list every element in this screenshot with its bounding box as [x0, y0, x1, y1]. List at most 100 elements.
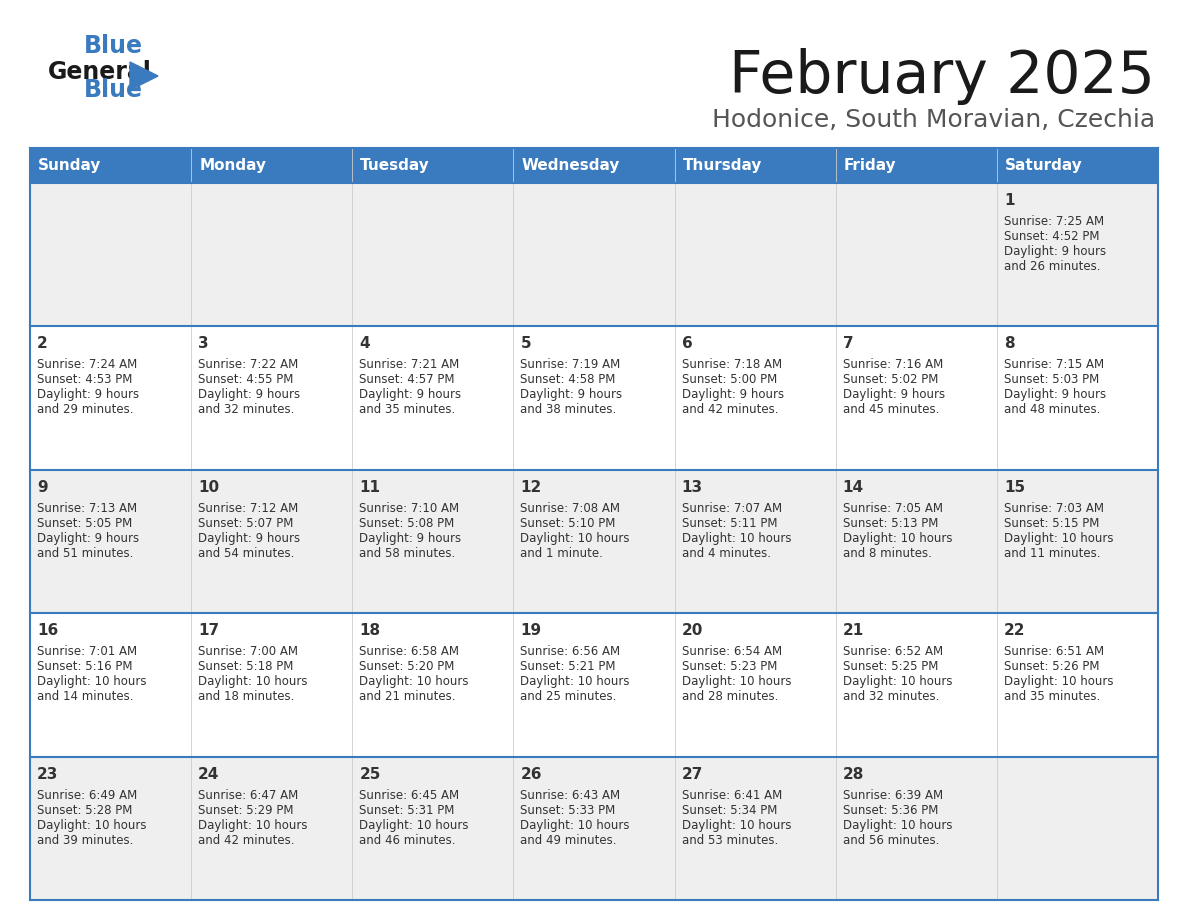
- Text: Sunrise: 7:15 AM: Sunrise: 7:15 AM: [1004, 358, 1104, 372]
- Text: Sunset: 5:10 PM: Sunset: 5:10 PM: [520, 517, 615, 530]
- Text: Daylight: 9 hours: Daylight: 9 hours: [37, 388, 139, 401]
- Bar: [835, 327, 997, 470]
- Text: 19: 19: [520, 623, 542, 638]
- Text: and 42 minutes.: and 42 minutes.: [198, 834, 295, 846]
- Bar: [675, 327, 835, 470]
- Text: 21: 21: [842, 623, 864, 638]
- Text: Daylight: 10 hours: Daylight: 10 hours: [682, 819, 791, 832]
- Text: Sunrise: 7:21 AM: Sunrise: 7:21 AM: [359, 358, 460, 372]
- Text: 18: 18: [359, 623, 380, 638]
- Text: Daylight: 9 hours: Daylight: 9 hours: [520, 388, 623, 401]
- Text: 6: 6: [682, 336, 693, 352]
- Text: 9: 9: [37, 480, 48, 495]
- Text: 11: 11: [359, 480, 380, 495]
- Text: Sunset: 5:15 PM: Sunset: 5:15 PM: [1004, 517, 1099, 530]
- Bar: [675, 613, 835, 756]
- Text: Daylight: 10 hours: Daylight: 10 hours: [359, 819, 469, 832]
- Text: 16: 16: [37, 623, 58, 638]
- Text: Sunrise: 6:58 AM: Sunrise: 6:58 AM: [359, 645, 460, 658]
- Text: 14: 14: [842, 480, 864, 495]
- Text: Friday: Friday: [843, 158, 896, 173]
- Text: 10: 10: [198, 480, 220, 495]
- Text: and 46 minutes.: and 46 minutes.: [359, 834, 456, 846]
- Text: and 32 minutes.: and 32 minutes.: [842, 690, 939, 703]
- Bar: [835, 183, 997, 327]
- Text: 22: 22: [1004, 623, 1025, 638]
- Text: 5: 5: [520, 336, 531, 352]
- Polygon shape: [129, 62, 158, 90]
- Text: Blue: Blue: [84, 34, 143, 58]
- Text: Sunrise: 6:45 AM: Sunrise: 6:45 AM: [359, 789, 460, 801]
- Text: Sunrise: 7:19 AM: Sunrise: 7:19 AM: [520, 358, 620, 372]
- Bar: [675, 183, 835, 327]
- Bar: [30, 756, 191, 900]
- Text: Daylight: 10 hours: Daylight: 10 hours: [1004, 532, 1113, 544]
- Text: Daylight: 9 hours: Daylight: 9 hours: [1004, 388, 1106, 401]
- Text: Sunrise: 7:25 AM: Sunrise: 7:25 AM: [1004, 215, 1104, 228]
- Text: Sunset: 5:05 PM: Sunset: 5:05 PM: [37, 517, 132, 530]
- Text: Daylight: 9 hours: Daylight: 9 hours: [198, 388, 301, 401]
- Text: Sunrise: 6:49 AM: Sunrise: 6:49 AM: [37, 789, 138, 801]
- Text: Daylight: 9 hours: Daylight: 9 hours: [682, 388, 784, 401]
- Text: Sunset: 5:34 PM: Sunset: 5:34 PM: [682, 803, 777, 817]
- Text: Sunset: 5:18 PM: Sunset: 5:18 PM: [198, 660, 293, 673]
- Text: 26: 26: [520, 767, 542, 781]
- Text: and 14 minutes.: and 14 minutes.: [37, 690, 133, 703]
- Bar: [835, 756, 997, 900]
- Text: and 1 minute.: and 1 minute.: [520, 547, 604, 560]
- Text: Sunrise: 7:10 AM: Sunrise: 7:10 AM: [359, 502, 460, 515]
- Text: February 2025: February 2025: [729, 48, 1155, 105]
- Text: Sunrise: 6:41 AM: Sunrise: 6:41 AM: [682, 789, 782, 801]
- Bar: [835, 613, 997, 756]
- Text: Sunset: 4:57 PM: Sunset: 4:57 PM: [359, 374, 455, 386]
- Text: Sunrise: 7:18 AM: Sunrise: 7:18 AM: [682, 358, 782, 372]
- Text: and 11 minutes.: and 11 minutes.: [1004, 547, 1100, 560]
- Text: Sunrise: 7:24 AM: Sunrise: 7:24 AM: [37, 358, 138, 372]
- Bar: [191, 183, 353, 327]
- Text: General: General: [48, 60, 152, 84]
- Text: and 54 minutes.: and 54 minutes.: [198, 547, 295, 560]
- Text: Sunrise: 7:07 AM: Sunrise: 7:07 AM: [682, 502, 782, 515]
- Text: Sunday: Sunday: [38, 158, 101, 173]
- Bar: [513, 613, 675, 756]
- Text: and 53 minutes.: and 53 minutes.: [682, 834, 778, 846]
- Text: Sunset: 5:13 PM: Sunset: 5:13 PM: [842, 517, 939, 530]
- Text: 27: 27: [682, 767, 703, 781]
- Text: and 32 minutes.: and 32 minutes.: [198, 403, 295, 417]
- Bar: [513, 183, 675, 327]
- Text: 1: 1: [1004, 193, 1015, 208]
- Bar: [997, 470, 1158, 613]
- Text: Sunset: 4:52 PM: Sunset: 4:52 PM: [1004, 230, 1099, 243]
- Text: Daylight: 10 hours: Daylight: 10 hours: [520, 676, 630, 688]
- Text: Daylight: 10 hours: Daylight: 10 hours: [1004, 676, 1113, 688]
- Text: Sunset: 5:03 PM: Sunset: 5:03 PM: [1004, 374, 1099, 386]
- Text: Daylight: 10 hours: Daylight: 10 hours: [682, 676, 791, 688]
- Text: Sunset: 5:08 PM: Sunset: 5:08 PM: [359, 517, 455, 530]
- Text: Sunrise: 7:08 AM: Sunrise: 7:08 AM: [520, 502, 620, 515]
- Text: 8: 8: [1004, 336, 1015, 352]
- Text: and 26 minutes.: and 26 minutes.: [1004, 260, 1100, 273]
- Text: Sunrise: 6:51 AM: Sunrise: 6:51 AM: [1004, 645, 1104, 658]
- Text: Tuesday: Tuesday: [360, 158, 430, 173]
- Text: and 58 minutes.: and 58 minutes.: [359, 547, 455, 560]
- Text: Sunset: 5:00 PM: Sunset: 5:00 PM: [682, 374, 777, 386]
- Bar: [835, 470, 997, 613]
- Text: Blue: Blue: [84, 78, 143, 102]
- Text: 25: 25: [359, 767, 380, 781]
- Text: Sunset: 4:53 PM: Sunset: 4:53 PM: [37, 374, 132, 386]
- Bar: [997, 756, 1158, 900]
- Bar: [191, 327, 353, 470]
- Text: Sunset: 5:26 PM: Sunset: 5:26 PM: [1004, 660, 1099, 673]
- Text: and 39 minutes.: and 39 minutes.: [37, 834, 133, 846]
- Bar: [30, 327, 191, 470]
- Text: and 29 minutes.: and 29 minutes.: [37, 403, 133, 417]
- Text: 4: 4: [359, 336, 369, 352]
- Text: Monday: Monday: [200, 158, 266, 173]
- Text: Sunset: 5:28 PM: Sunset: 5:28 PM: [37, 803, 132, 817]
- Text: Sunrise: 6:43 AM: Sunrise: 6:43 AM: [520, 789, 620, 801]
- Text: Sunrise: 7:13 AM: Sunrise: 7:13 AM: [37, 502, 137, 515]
- Text: Daylight: 10 hours: Daylight: 10 hours: [359, 676, 469, 688]
- Text: Daylight: 10 hours: Daylight: 10 hours: [682, 532, 791, 544]
- Text: and 45 minutes.: and 45 minutes.: [842, 403, 939, 417]
- Bar: [997, 613, 1158, 756]
